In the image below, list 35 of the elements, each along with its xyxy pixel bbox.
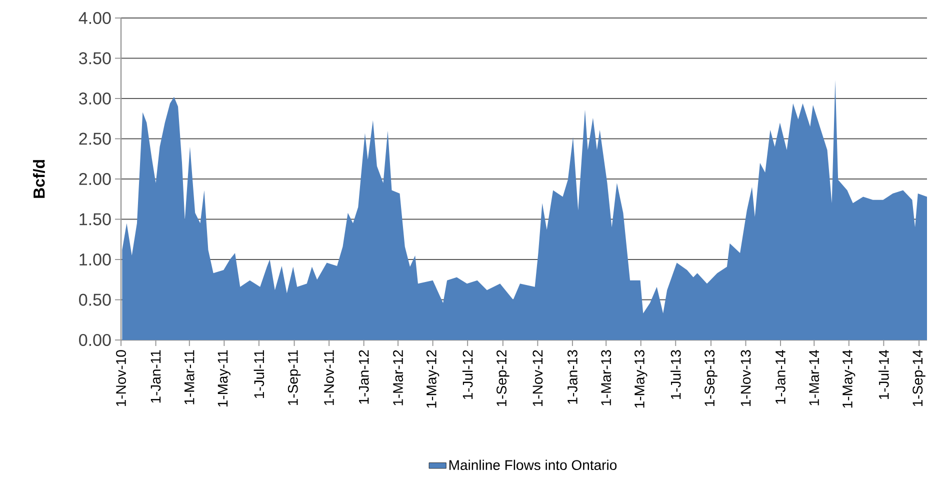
x-tick-label: 1-Jul-14	[878, 350, 889, 400]
x-tick-label: 1-May-13	[634, 350, 648, 408]
x-tick-label: 1-Jan-13	[567, 350, 578, 404]
x-tick-label: 1-Sep-12	[496, 350, 510, 406]
x-tick-label: 1-May-12	[426, 350, 440, 408]
x-tick-label: 1-Jul-12	[462, 350, 473, 400]
x-tick-label: 1-Jan-14	[776, 350, 786, 404]
x-tick-label: 1-Mar-13	[601, 350, 612, 406]
y-tick-label: 3.50	[79, 52, 111, 64]
y-tick-label: 1.50	[80, 213, 111, 226]
x-tick-label: 1-Nov-13	[740, 350, 751, 406]
x-tick-label: 1-Mar-12	[393, 350, 403, 406]
y-tick-label: 2.00	[79, 172, 111, 186]
x-tick-label: 1-Mar-14	[809, 350, 820, 406]
x-tick-label: 1-Sep-11	[288, 350, 301, 406]
x-tick-label: 1-Nov-11	[324, 350, 334, 406]
x-tick-label: 1-Jan-12	[358, 350, 369, 404]
x-tick-label: 1-Jul-11	[254, 350, 264, 398]
y-tick-label: 0.00	[79, 334, 111, 346]
legend-label: Mainline Flows into Ontario	[449, 460, 617, 470]
y-tick-label: 3.00	[79, 92, 111, 105]
x-tick-label: 1-Mar-11	[184, 350, 194, 404]
x-tick-label: 1-Nov-12	[532, 350, 543, 406]
y-tick-label: 4.00	[78, 12, 111, 24]
y-tick-label: 1.00	[80, 253, 111, 266]
y-tick-label: 2.50	[79, 132, 111, 145]
y-tick-label: 0.50	[79, 294, 111, 306]
x-tick-label: 1-Nov-10	[116, 350, 126, 406]
x-tick-label: 1-May-14	[842, 350, 856, 408]
x-tick-label: 1-Sep-13	[704, 350, 718, 406]
x-tick-label: 1-Sep-14	[912, 350, 926, 406]
x-tick-label: 1-May-11	[218, 350, 230, 407]
y-axis-title: Bcf/d	[33, 160, 45, 198]
x-tick-label: 1-Jan-11	[150, 350, 161, 403]
x-tick-label: 1-Jul-13	[670, 350, 681, 400]
